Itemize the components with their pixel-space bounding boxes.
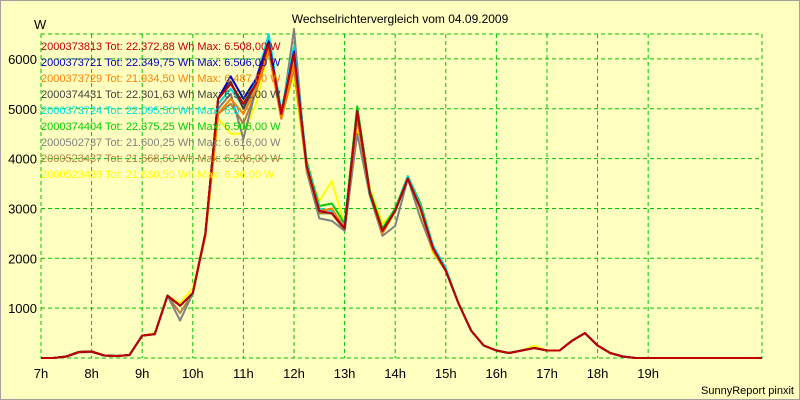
x-tick-label: 19h: [637, 366, 659, 381]
x-tick-label: 18h: [587, 366, 609, 381]
x-tick-label: 14h: [384, 366, 406, 381]
plot-border: [40, 33, 763, 359]
legend-entry-2000373813: 2000373813 Tot: 22.372,88 Wh Max: 6.508,…: [41, 41, 281, 53]
y-tick-label: 2000: [8, 251, 37, 266]
y-tick-label: 5000: [8, 102, 37, 117]
x-tick-label: 15h: [435, 366, 457, 381]
x-tick-label: 12h: [283, 366, 305, 381]
axis-layer: 7h 8h 9h 10h 11h 12h 13h 14h 15h 16h 17h 18h 19h 1000…: [8, 52, 659, 381]
footer-credit: SunnyReport pinxit: [701, 385, 794, 397]
y-axis-unit: W: [34, 17, 47, 32]
y-tick-label: 6000: [8, 52, 37, 67]
chart-title: Wechselrichtervergleich vom 04.09.2009: [291, 12, 509, 26]
x-tick-label: 9h: [135, 366, 149, 381]
legend-entry-2000523438: 2000523438 Tot: 21.630,50 Wh Max: 6.36,0…: [41, 169, 275, 181]
x-tick-label: 7h: [34, 366, 48, 381]
legend-entry-2000374431: 2000374431 Tot: 22.301,63 Wh Max: 6.521,…: [41, 89, 281, 101]
x-tick-label: 13h: [334, 366, 356, 381]
legend-entry-2000373721: 2000373721 Tot: 22.349,75 Wh Max: 6.506,…: [41, 57, 281, 69]
x-tick-label: 17h: [536, 366, 558, 381]
series-line-2000373813: [41, 43, 762, 359]
grid-layer: [40, 33, 763, 359]
series-layer: [41, 28, 762, 359]
legend-entry-2000502737: 2000502737 Tot: 21.600,25 Wh Max: 6.616,…: [41, 137, 281, 149]
y-tick-label: 4000: [8, 152, 37, 167]
x-tick-label: 8h: [84, 366, 98, 381]
x-tick-label: 16h: [486, 366, 508, 381]
x-tick-label: 10h: [182, 366, 204, 381]
legend-entry-2000373724: 2000373724 Tot: 22.095,50 Wh Max: 6.5: [41, 105, 240, 117]
y-tick-label: 1000: [8, 301, 37, 316]
y-tick-label: 3000: [8, 201, 37, 216]
legend-entry-2000373729: 2000373729 Tot: 21.934,50 Wh Max: 6.487,…: [41, 73, 281, 85]
legend-entry-2000523437: 2000523437 Tot: 21.668,50 Wh Max: 6.296,…: [41, 153, 281, 165]
legend-entry-2000374404: 2000374404 Tot: 22.375,25 Wh Max: 6.506,…: [41, 121, 281, 133]
x-tick-label: 11h: [233, 366, 254, 381]
